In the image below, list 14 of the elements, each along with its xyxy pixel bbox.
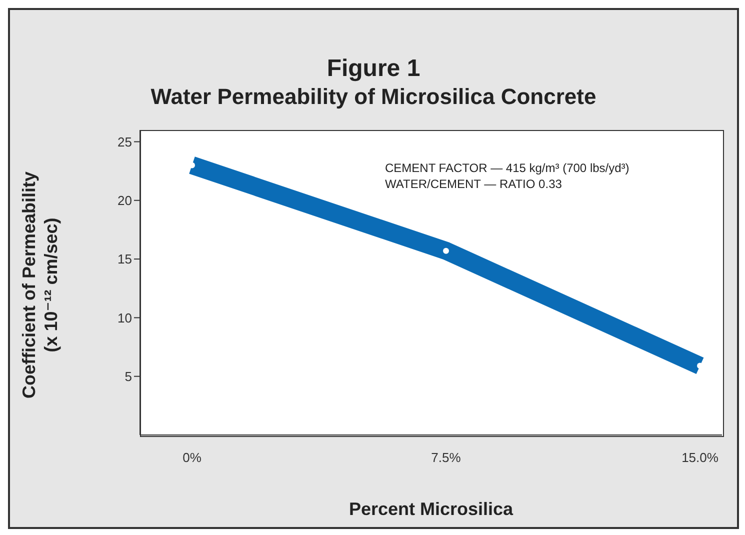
annotation: WATER/CEMENT — RATIO 0.33 bbox=[385, 176, 563, 192]
x-tick-label: 7.5% bbox=[431, 450, 462, 466]
x-axis-title: Percent Microsilica bbox=[348, 499, 514, 519]
y-tick-label: 25 bbox=[118, 134, 132, 150]
y-axis-title: Coefficient of Permeability (x 10⁻¹² cm/sec) bbox=[18, 171, 62, 399]
x-tick-label: 0% bbox=[182, 450, 202, 466]
y-tick-label: 20 bbox=[118, 193, 132, 208]
y-tick-label: 10 bbox=[118, 310, 132, 326]
x-tick-label: 15.0% bbox=[682, 450, 719, 466]
y-tick-label: 5 bbox=[124, 368, 132, 384]
chart-subtitle: Water Permeability of Microsilica Concrete bbox=[150, 83, 598, 111]
annotation: CEMENT FACTOR — 415 kg/m³ (700 lbs/yd³) bbox=[385, 160, 630, 176]
y-tick-label: 15 bbox=[118, 252, 132, 267]
chart-title: Figure 1 bbox=[326, 55, 422, 83]
